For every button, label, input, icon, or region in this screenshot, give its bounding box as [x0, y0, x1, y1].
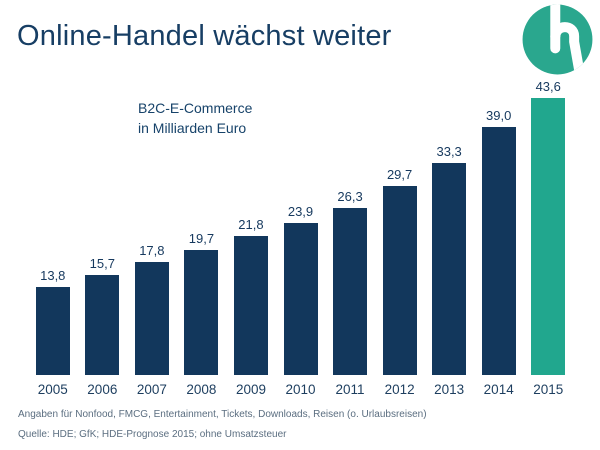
bar-value-label: 21,8: [238, 217, 264, 232]
logo-h-arch: [550, 22, 586, 75]
bar-value-label: 26,3: [337, 189, 363, 204]
x-axis: 2005 2006 2007 2008 2009 2010 2011 2012 2013 2014…: [28, 375, 573, 397]
bar: [531, 98, 566, 375]
x-axis-label: 2013: [434, 382, 465, 397]
bar: [333, 208, 368, 375]
bar-column: 26,3: [325, 189, 375, 375]
bar-column: 21,8: [226, 217, 276, 375]
bar-column: 19,7: [177, 231, 227, 375]
page-title: Online-Handel wächst weiter: [17, 20, 392, 52]
bar-value-label: 29,7: [386, 167, 413, 182]
x-axis-label: 2005: [37, 382, 68, 397]
bar: [85, 275, 120, 375]
footnotes: Angaben für Nonfood, FMCG, Entertainment…: [18, 405, 427, 445]
bar-column: 33,3: [424, 144, 474, 375]
bar-column: 23,9: [276, 204, 326, 375]
footnote-scope: Angaben für Nonfood, FMCG, Entertainment…: [18, 409, 427, 420]
bar-chart: B2C-E-Commerce in Milliarden Euro 13,8 15…: [28, 78, 573, 397]
footnote-source: Quelle: HDE; GfK; HDE-Prognose 2015; ohn…: [18, 429, 287, 440]
x-axis-label: 2012: [384, 382, 415, 397]
bar: [134, 262, 169, 375]
bar: [283, 223, 318, 375]
bar-value-label: 17,8: [139, 243, 165, 258]
bar-column: 29,7: [375, 167, 425, 375]
bar-value-label: 33,3: [436, 144, 462, 159]
x-axis-label: 2008: [186, 382, 217, 397]
bar-column: 17,8: [127, 243, 177, 375]
bar: [481, 127, 516, 375]
x-axis-label: 2007: [136, 382, 167, 397]
bar-value-label: 39,0: [486, 108, 512, 123]
brand-logo-icon: [522, 4, 593, 75]
x-axis-label: 2006: [87, 382, 118, 397]
bar: [233, 236, 268, 375]
x-axis-label: 2009: [235, 382, 266, 397]
bar: [35, 287, 70, 375]
bar-column: 15,7: [78, 256, 128, 375]
bar-value-label: 43,6: [535, 79, 561, 94]
bar-value-label: 15,7: [89, 256, 115, 271]
x-axis-label: 2010: [285, 382, 316, 397]
bar-value-label: 23,9: [287, 204, 314, 219]
bar-value-label: 13,8: [40, 268, 66, 283]
bar: [432, 163, 467, 375]
bar-column: 13,8: [28, 268, 78, 375]
chart-subtitle: B2C-E-Commerce in Milliarden Euro: [138, 100, 253, 136]
bar-column: 43,6: [523, 79, 573, 375]
bar-value-label: 19,7: [188, 231, 215, 246]
x-axis-label: 2014: [483, 382, 514, 397]
bar: [184, 250, 219, 375]
bar: [382, 186, 417, 375]
x-axis-label: 2011: [335, 382, 365, 397]
x-axis-label: 2015: [533, 382, 564, 397]
bar-column: 39,0: [474, 108, 524, 375]
bars-area: 13,8 15,7 17,8 19,7 21,8 23,9 26,3 29,7 33,3 39,0…: [28, 78, 573, 375]
